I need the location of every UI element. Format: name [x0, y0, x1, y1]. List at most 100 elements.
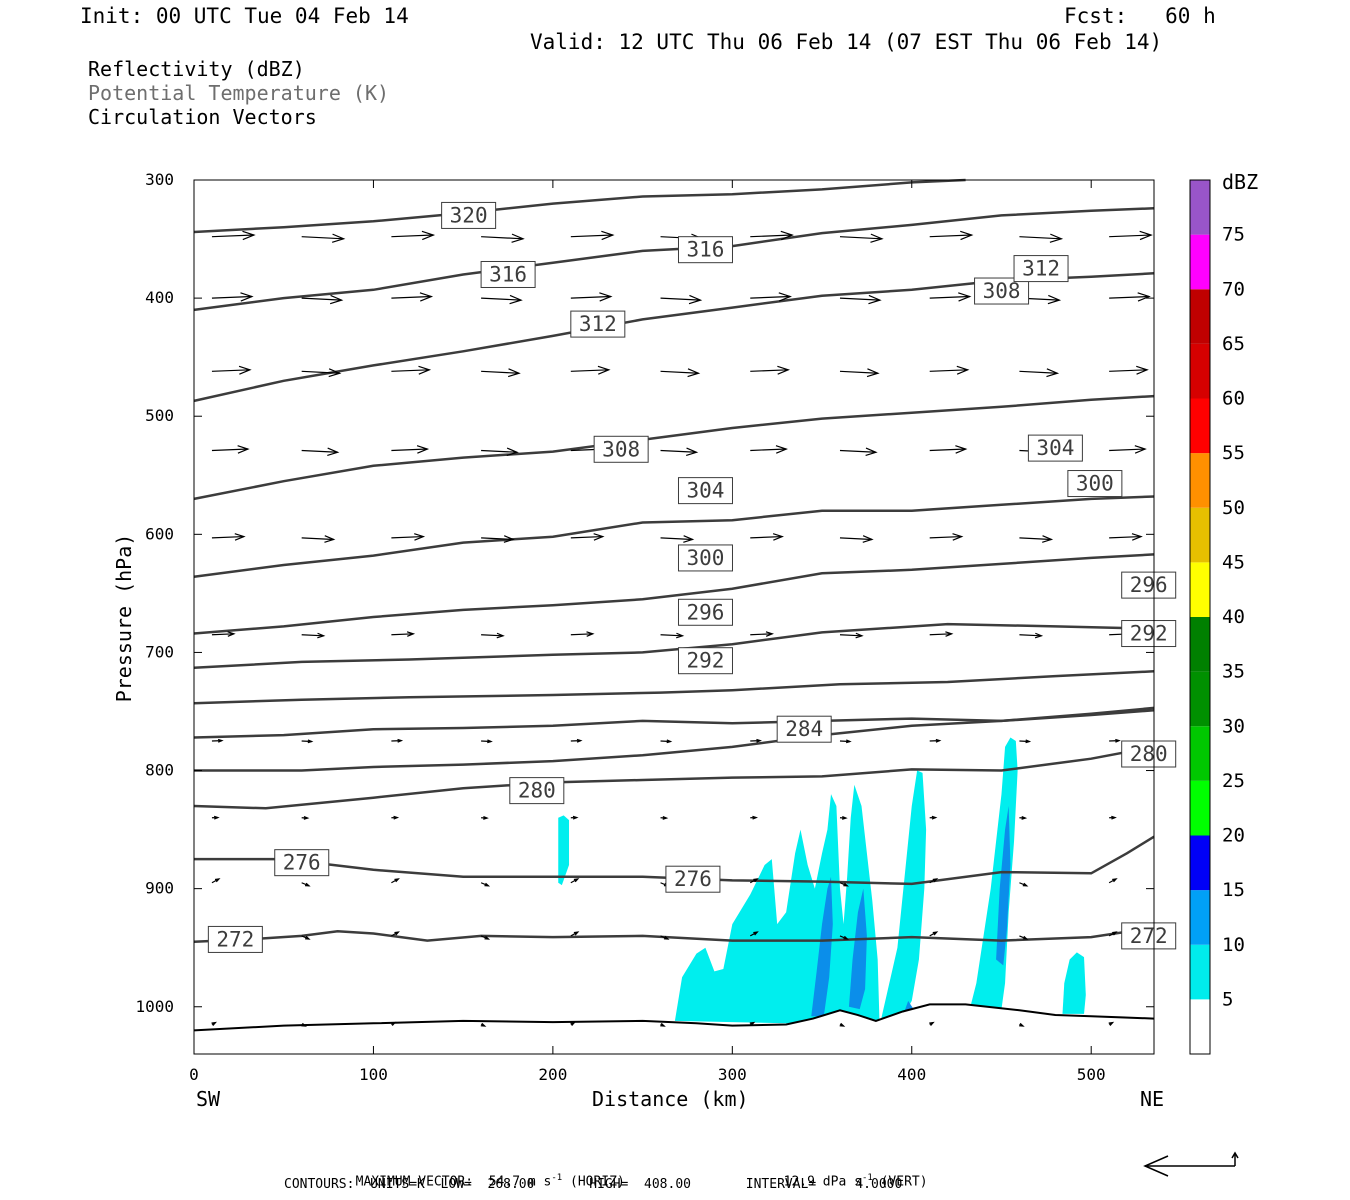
- legend-vectors: Circulation Vectors: [88, 105, 317, 129]
- contour-label-box-7: [677, 647, 733, 675]
- contour-label-box-9: [677, 598, 733, 626]
- vector-shaft-45: [301, 537, 334, 541]
- vector-shaft-44: [211, 535, 244, 539]
- contour-label-2: 276: [283, 851, 321, 875]
- vector-shaft-33: [211, 448, 248, 452]
- vector-head-100: [305, 935, 311, 940]
- vector-head-48: [593, 533, 605, 541]
- vector-head-105: [753, 931, 759, 936]
- vector-shaft-3: [481, 236, 524, 240]
- vector-head-103: [573, 931, 580, 936]
- contour-labels: 272 2722762762802802842922922962963003003…: [207, 201, 1177, 953]
- vector-shaft-32: [1109, 369, 1148, 372]
- vector-head-23: [328, 368, 342, 378]
- theta-contour-272: [193, 926, 1155, 944]
- axes: 0 100 200 300 400 500 300 400 500 600 700 800 900 100…: [135, 170, 1154, 1084]
- vector-head-91: [484, 882, 491, 887]
- vector-shaft-21: [1109, 295, 1150, 299]
- contour-label-6: 284: [785, 717, 823, 741]
- contour-label-15: 308: [602, 437, 640, 461]
- reflectivity-cell-3: [1062, 952, 1086, 1014]
- vector-head-117: [839, 1022, 846, 1027]
- contour-label-7: 292: [687, 649, 725, 673]
- colorbar-label-8: 45: [1222, 551, 1245, 573]
- colorbar-label-0: 5: [1222, 988, 1233, 1010]
- vector-head-3: [511, 233, 525, 243]
- footer-contours: CONTOURS: UNITS=K LOW= 268.00 HIGH= 408.…: [284, 1177, 903, 1192]
- vector-head-87: [1111, 815, 1117, 820]
- colorbar-unit: dBZ: [1222, 170, 1259, 194]
- footer-horiz-exponent: -1: [551, 1173, 563, 1183]
- vector-shaft-25: [481, 370, 520, 374]
- vector-shaft-52: [929, 535, 962, 539]
- vector-head-46: [414, 533, 426, 541]
- y-tick-label-0: 300: [145, 170, 174, 189]
- y-tick-label-5: 800: [145, 761, 174, 780]
- contour-label-box-13: [677, 477, 733, 505]
- theta-contour-296: [193, 553, 1155, 635]
- contour-label-14: 304: [1036, 436, 1074, 460]
- vector-head-74: [935, 738, 942, 743]
- vector-head-16: [688, 294, 703, 305]
- vector-head-69: [487, 739, 493, 744]
- vector-shaft-8: [929, 234, 972, 238]
- contour-label-4: 280: [518, 779, 556, 803]
- plot-frame: [193, 179, 1155, 1055]
- vector-head-43: [1134, 445, 1147, 454]
- legend-reflectivity: Reflectivity (dBZ): [88, 57, 305, 81]
- vector-head-41: [955, 445, 968, 454]
- vector-head-66: [217, 738, 224, 743]
- vector-head-20: [1047, 294, 1062, 305]
- contour-label-box-10: [1121, 571, 1177, 599]
- circulation-vectors: [211, 230, 1153, 1027]
- vector-head-29: [866, 368, 880, 378]
- vector-head-40: [865, 447, 878, 457]
- contour-label-box-16: [974, 277, 1030, 305]
- colorbar-seg-below: [1190, 999, 1210, 1054]
- vector-shaft-36: [481, 449, 518, 453]
- vector-shaft-57: [391, 633, 414, 636]
- vector-head-31: [1046, 368, 1060, 378]
- vector-head-109: [1112, 931, 1118, 936]
- contour-label-box-18: [1013, 255, 1069, 283]
- vector-head-119: [1019, 1022, 1025, 1027]
- vector-shaft-58: [481, 634, 504, 637]
- colorbar-seg-1: [1190, 890, 1210, 945]
- vector-shaft-63: [929, 633, 952, 636]
- vector-shaft-0: [211, 234, 254, 238]
- theta-contour-290: [193, 670, 1155, 705]
- forecast-hour: Fcst: 60 h: [1064, 4, 1216, 28]
- vector-shaft-55: [211, 633, 234, 636]
- contour-label-17: 312: [579, 312, 617, 336]
- contour-label-box-5: [1121, 740, 1177, 768]
- vector-head-94: [753, 878, 759, 883]
- x-right-end-label: NE: [1140, 1087, 1165, 1111]
- init-time: Init: 00 UTC Tue 04 Feb 14: [80, 4, 409, 28]
- vector-head-21: [1137, 292, 1151, 302]
- vector-shaft-64: [1019, 634, 1042, 637]
- vector-head-0: [242, 230, 256, 241]
- vector-head-61: [765, 631, 774, 637]
- contour-label-12: 300: [1076, 472, 1114, 496]
- vector-shaft-6: [750, 234, 793, 238]
- theta-contour-316: [193, 178, 966, 234]
- vector-head-35: [416, 445, 430, 454]
- theta-contour-280: [193, 745, 1155, 810]
- vector-head-13: [419, 292, 434, 302]
- vector-head-28: [777, 365, 790, 375]
- colorbar-seg-9: [1190, 453, 1210, 508]
- vector-head-64: [1034, 632, 1044, 639]
- vector-head-59: [586, 631, 595, 637]
- vector-shaft-61: [750, 633, 773, 636]
- contour-label-box-17: [570, 310, 626, 338]
- x-tick-label-1: 100: [359, 1065, 388, 1084]
- colorbar-seg-14: [1190, 180, 1210, 235]
- vector-head-68: [397, 738, 404, 743]
- vector-head-89: [305, 882, 311, 887]
- contour-label-20: 316: [687, 238, 725, 262]
- contour-label-3: 276: [674, 867, 712, 891]
- vector-head-19: [958, 292, 972, 302]
- colorbar-label-7: 40: [1222, 606, 1245, 628]
- vector-head-62: [855, 632, 864, 639]
- vector-shaft-17: [750, 295, 791, 299]
